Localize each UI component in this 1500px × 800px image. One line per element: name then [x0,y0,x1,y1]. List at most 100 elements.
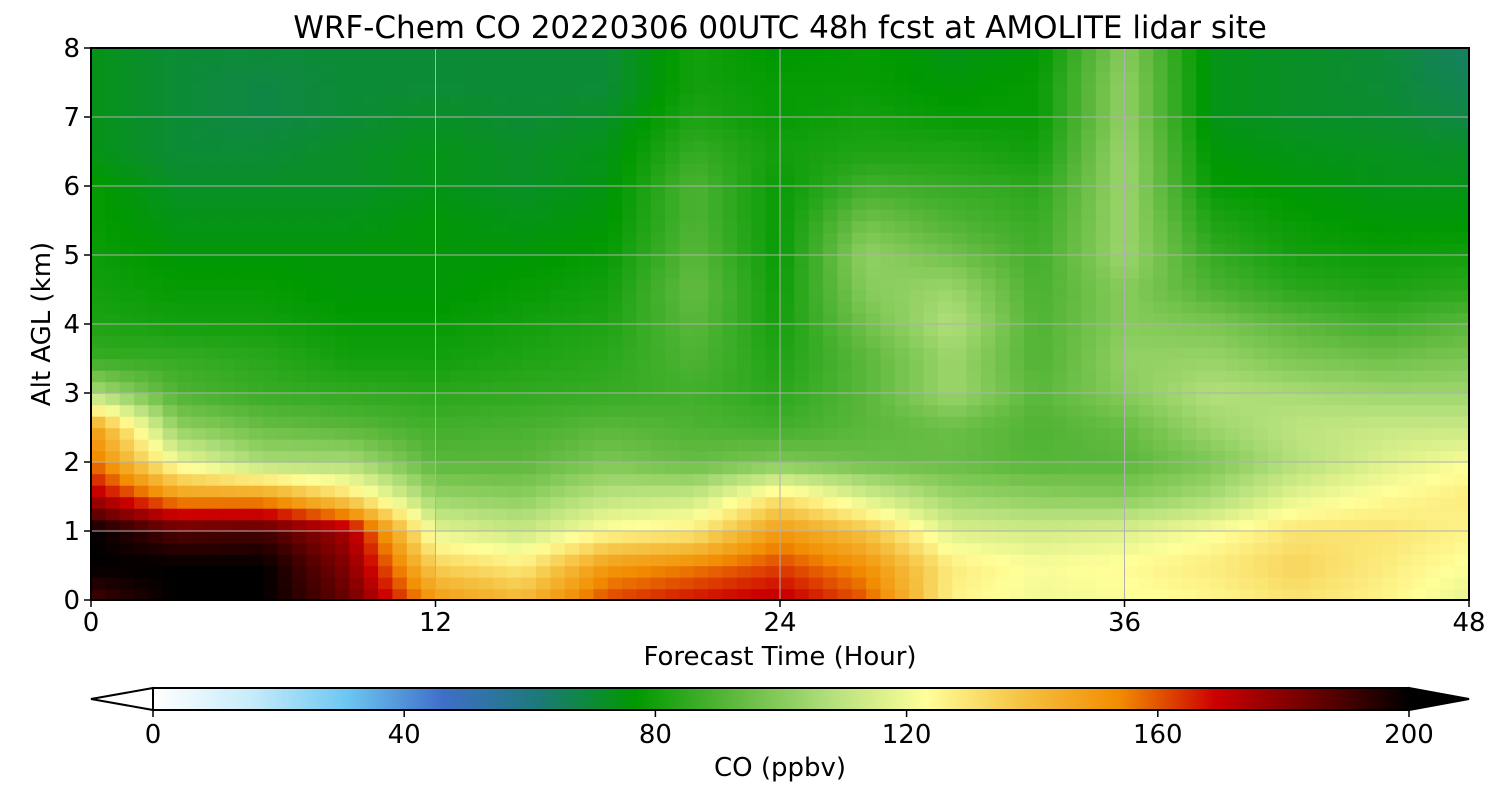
heatmap-cell [923,71,939,84]
heatmap-cell [1210,243,1226,256]
heatmap-cell [1167,232,1183,245]
heatmap-cell [794,82,810,95]
heatmap-cell [780,59,796,72]
heatmap-cell [1210,416,1226,429]
heatmap-cell [980,266,997,279]
heatmap-cell [478,588,494,600]
heatmap-cell [1311,289,1327,302]
heatmap-cell [780,266,796,279]
heatmap-cell [320,301,336,314]
heatmap-cell [363,427,379,440]
heatmap-cell [1325,462,1341,475]
heatmap-cell [1454,232,1469,245]
heatmap-cell [335,82,351,95]
heatmap-cell [736,105,752,118]
heatmap-cell [1253,71,1269,84]
heatmap-cell [1397,439,1413,452]
heatmap-cell [665,82,681,95]
heatmap-cell [1196,496,1212,509]
heatmap-cell [162,128,178,141]
heatmap-cell [449,255,465,268]
heatmap-cell [1052,485,1068,498]
heatmap-cell [91,588,107,600]
heatmap-cell [1325,220,1341,233]
heatmap-cell [191,48,207,61]
heatmap-cell [923,48,939,61]
heatmap-cell [1397,485,1413,498]
heatmap-cell [478,531,494,544]
heatmap-cell [263,71,279,84]
heatmap-cell [1339,59,1355,72]
heatmap-cell [1181,197,1197,210]
heatmap-cell [478,209,494,222]
heatmap-cell [191,542,207,555]
heatmap-cell [1368,404,1384,417]
heatmap-cell [335,220,351,233]
heatmap-cell [220,519,236,532]
heatmap-cell [1411,588,1427,600]
heatmap-cell [765,565,781,578]
heatmap-cell [263,496,279,509]
heatmap-cell [1196,266,1212,279]
heatmap-cell [1440,404,1456,417]
heatmap-cell [636,496,652,509]
heatmap-cell [1311,209,1327,222]
heatmap-cell [823,554,839,567]
heatmap-cell [1067,255,1083,268]
heatmap-cell [564,554,580,567]
heatmap-cell [1153,335,1169,348]
heatmap-cell [1210,186,1226,199]
heatmap-cell [277,427,293,440]
heatmap-cell [320,117,336,130]
heatmap-cell [564,48,580,61]
heatmap-cell [392,358,408,371]
heatmap-cell [607,209,623,222]
heatmap-cell [909,404,925,417]
heatmap-cell [1311,404,1327,417]
heatmap-cell [1282,496,1298,509]
heatmap-cell [1454,554,1469,567]
heatmap-cell [894,577,910,590]
heatmap-cell [909,82,925,95]
heatmap-cell [105,278,121,291]
heatmap-cell [894,393,910,406]
heatmap-cell [435,151,451,164]
heatmap-cell [579,71,595,84]
heatmap-cell [1411,565,1427,578]
heatmap-cell [851,197,867,210]
heatmap-cell [119,588,135,600]
heatmap-cell [492,278,508,291]
heatmap-cell [1440,82,1456,95]
heatmap-cell [923,588,939,600]
heatmap-cell [665,381,681,394]
heatmap-cell [162,439,178,452]
heatmap-cell [1095,565,1111,578]
heatmap-cell [1296,381,1312,394]
heatmap-cell [1239,404,1255,417]
heatmap-cell [421,393,437,406]
heatmap-cell [736,209,752,222]
heatmap-cell [1311,151,1327,164]
heatmap-cell [421,48,437,61]
heatmap-cell [765,404,781,417]
heatmap-cell [1397,577,1413,590]
heatmap-cell [521,462,537,475]
heatmap-cell [622,588,638,600]
heatmap-cell [492,151,508,164]
heatmap-cell [665,393,681,406]
heatmap-cell [808,186,824,199]
heatmap-cell [435,404,451,417]
heatmap-cell [650,519,666,532]
heatmap-cell [363,485,379,498]
heatmap-cell [1167,335,1183,348]
heatmap-cell [105,347,121,360]
heatmap-cell [1282,393,1298,406]
heatmap-cell [320,186,336,199]
heatmap-cell [1167,105,1183,118]
heatmap-cell [693,358,709,371]
heatmap-cell [1382,197,1398,210]
heatmap-cell [277,266,293,279]
heatmap-cell [1339,48,1355,61]
heatmap-cell [780,94,796,107]
heatmap-cell [607,255,623,268]
